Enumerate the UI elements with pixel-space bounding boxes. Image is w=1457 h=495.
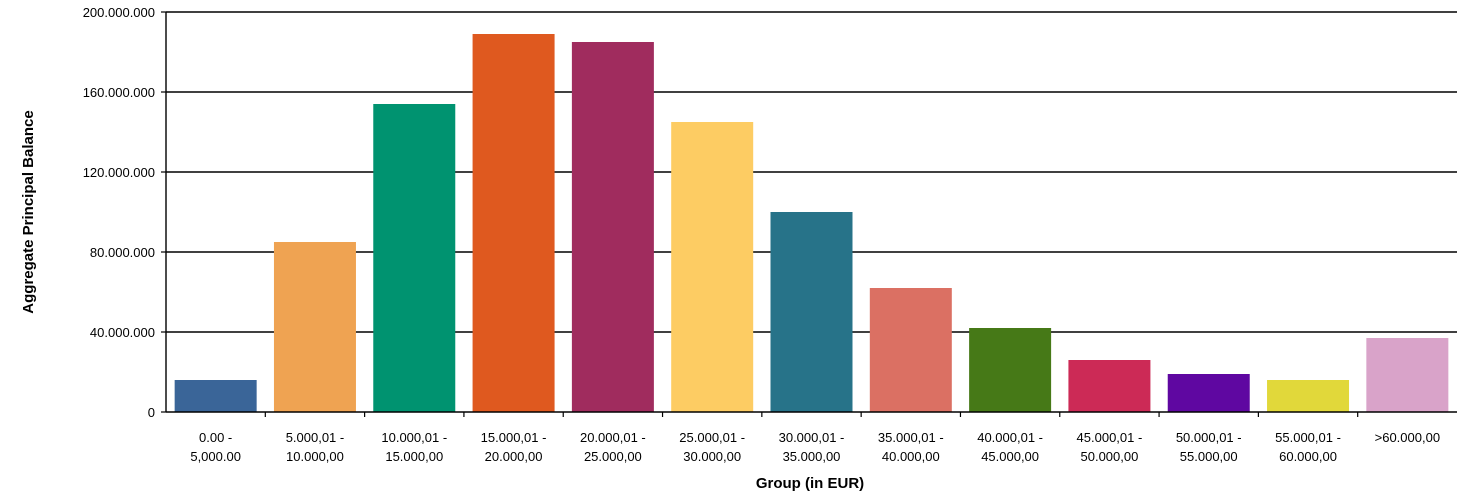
x-tick-label: 50.000,01 -: [1176, 430, 1242, 445]
x-tick-label: 5,000.00: [190, 449, 241, 464]
bar: [472, 34, 555, 412]
x-tick-label: 5.000,01 -: [286, 430, 345, 445]
bar: [174, 380, 257, 412]
x-tick-label: 35.000,00: [783, 449, 841, 464]
bar: [373, 104, 456, 412]
y-tick-label: 40.000.000: [90, 325, 155, 340]
y-tick-label: 120.000.000: [83, 165, 155, 180]
x-tick-label: 30.000,00: [683, 449, 741, 464]
x-tick-labels: 0.00 - 5,000.00 5.000,01 - 10.000,00 10.000,…: [190, 430, 1440, 464]
x-tick-label: 0.00 -: [199, 430, 232, 445]
x-tick-label: 45.000,00: [981, 449, 1039, 464]
bar: [1366, 338, 1449, 412]
x-tick-label: 50.000,00: [1081, 449, 1139, 464]
bar: [1167, 374, 1250, 412]
x-tick-label: >60.000,00: [1375, 430, 1440, 445]
bar: [869, 288, 952, 412]
y-tick-label: 160.000.000: [83, 85, 155, 100]
y-tick-label: 200.000.000: [83, 5, 155, 20]
x-tick-label: 60.000,00: [1279, 449, 1337, 464]
y-tick-labels: 0 40.000.000 80.000.000 120.000.000 160.000.…: [83, 5, 166, 420]
bar: [969, 328, 1052, 412]
x-tick-label: 15.000,01 -: [481, 430, 547, 445]
bar: [671, 122, 754, 412]
y-tick-label: 80.000.000: [90, 245, 155, 260]
bar: [273, 242, 356, 412]
y-tick-label: 0: [148, 405, 155, 420]
bar: [1267, 380, 1350, 412]
x-tick-label: 55.000,01 -: [1275, 430, 1341, 445]
x-tick-label: 20.000,00: [485, 449, 543, 464]
x-tick-label: 20.000,01 -: [580, 430, 646, 445]
bar: [571, 42, 654, 412]
x-tick-label: 55.000,00: [1180, 449, 1238, 464]
x-tick-label: 40.000,01 -: [977, 430, 1043, 445]
x-tick-label: 45.000,01 -: [1077, 430, 1143, 445]
x-tick-label: 25.000,00: [584, 449, 642, 464]
bar: [1068, 360, 1151, 412]
x-tick-label: 15.000,00: [385, 449, 443, 464]
x-tick-label: 30.000,01 -: [779, 430, 845, 445]
y-axis-title: Aggregate Principal Balance: [20, 110, 37, 313]
x-tick-label: 25.000,01 -: [679, 430, 745, 445]
x-tick-label: 10.000,01 -: [381, 430, 447, 445]
x-tick-label: 10.000,00: [286, 449, 344, 464]
x-tick-label: 35.000,01 -: [878, 430, 944, 445]
bars: [174, 34, 1449, 412]
bar: [770, 212, 853, 412]
x-tick-label: 40.000,00: [882, 449, 940, 464]
axes: [165, 12, 1457, 417]
x-axis-title: Group (in EUR): [756, 475, 864, 492]
